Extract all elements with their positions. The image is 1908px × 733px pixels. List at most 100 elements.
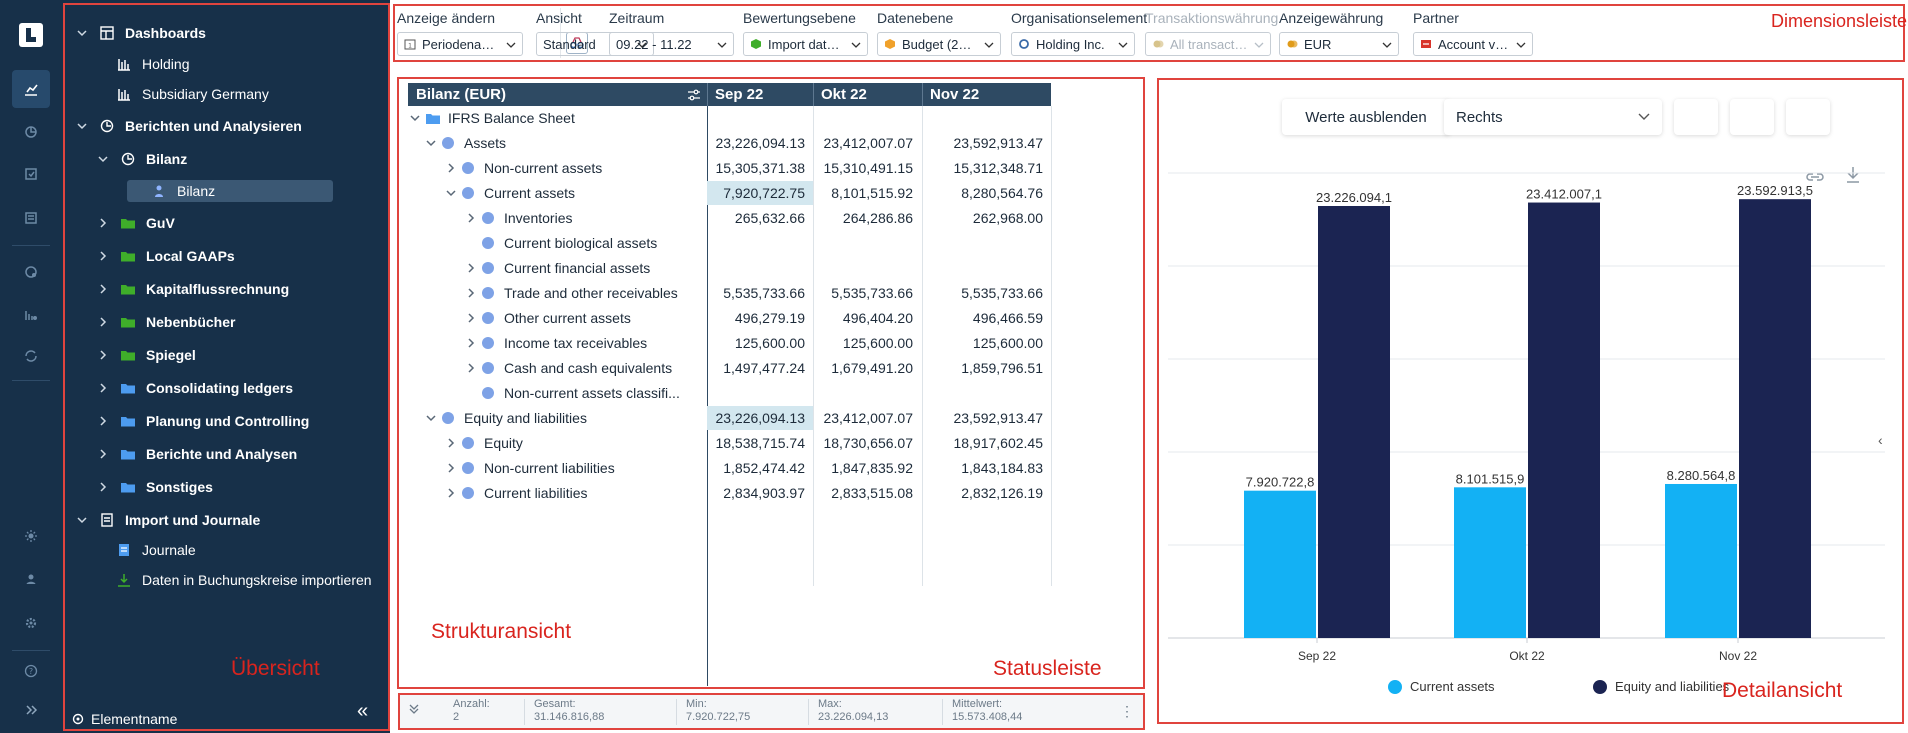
- chevron-right-icon[interactable]: [96, 449, 110, 459]
- table-cell[interactable]: 262,968.00: [972, 210, 1043, 226]
- chevron-right-icon[interactable]: [444, 488, 458, 498]
- nav-item[interactable]: Daten in Buchungskreise importieren: [116, 569, 372, 591]
- table-row[interactable]: Other current assets: [464, 306, 631, 330]
- table-cell[interactable]: [813, 256, 921, 280]
- chevron-right-icon[interactable]: [96, 284, 110, 294]
- table-cell[interactable]: 18,917,602.45: [953, 435, 1043, 451]
- bar[interactable]: [1244, 490, 1316, 638]
- table-cell[interactable]: [813, 106, 921, 130]
- table-cell[interactable]: 496,279.19: [734, 310, 805, 326]
- table-cell[interactable]: [707, 106, 813, 130]
- hide-values-button[interactable]: Werte ausblenden: [1282, 99, 1450, 135]
- bar[interactable]: [1454, 487, 1526, 638]
- nav-item[interactable]: Nebenbücher: [96, 311, 235, 333]
- table-row[interactable]: Assets: [424, 131, 506, 155]
- table-cell[interactable]: 8,280,564.76: [961, 185, 1043, 201]
- table-cell[interactable]: [922, 256, 1051, 280]
- dim-select[interactable]: Holding Inc.: [1011, 32, 1135, 56]
- chevron-right-icon[interactable]: [96, 350, 110, 360]
- table-cell[interactable]: 7,920,722.75: [707, 181, 813, 205]
- link-icon[interactable]: [1805, 170, 1825, 184]
- table-row[interactable]: Current financial assets: [464, 256, 650, 280]
- rail-user-icon[interactable]: [12, 560, 50, 598]
- table-cell[interactable]: 2,834,903.97: [723, 485, 805, 501]
- legend-position-select[interactable]: Rechts: [1444, 99, 1662, 135]
- table-row[interactable]: Trade and other receivables: [464, 281, 678, 305]
- table-row[interactable]: Non-current assets: [444, 156, 602, 180]
- table-row[interactable]: Equity and liabilities: [424, 406, 587, 430]
- table-cell[interactable]: 23,226,094.13: [707, 406, 813, 430]
- element-name-footer[interactable]: Elementname: [71, 708, 177, 730]
- table-row[interactable]: IFRS Balance Sheet: [408, 106, 575, 130]
- chevron-right-icon[interactable]: [464, 213, 478, 223]
- table-row[interactable]: Current assets: [444, 181, 575, 205]
- chevron-right-icon[interactable]: [96, 218, 110, 228]
- column-header[interactable]: Sep 22: [715, 86, 764, 103]
- dim-select[interactable]: Standard: [536, 32, 654, 56]
- rail-gear-icon[interactable]: [12, 604, 50, 642]
- table-cell[interactable]: 2,833,515.08: [831, 485, 913, 501]
- bar[interactable]: [1318, 205, 1390, 638]
- table-cell[interactable]: 15,312,348.71: [953, 160, 1043, 176]
- legend-label[interactable]: Current assets: [1410, 679, 1495, 694]
- nav-item[interactable]: Local GAAPs: [96, 245, 235, 267]
- rail-reports-icon[interactable]: [12, 70, 50, 108]
- legend-marker[interactable]: [1388, 680, 1402, 694]
- chart-type-button-1[interactable]: [1674, 99, 1718, 135]
- table-cell[interactable]: [922, 381, 1051, 405]
- nav-item[interactable]: Berichte und Analysen: [96, 443, 297, 465]
- bar[interactable]: [1528, 202, 1600, 638]
- table-cell[interactable]: 23,592,913.47: [953, 135, 1043, 151]
- table-cell[interactable]: 125,600.00: [842, 335, 913, 351]
- chevron-left-icon[interactable]: ‹: [1878, 432, 1883, 448]
- table-cell[interactable]: 5,535,733.66: [831, 285, 913, 301]
- nav-item[interactable]: Spiegel: [96, 344, 196, 366]
- column-header[interactable]: Nov 22: [930, 86, 980, 103]
- table-cell[interactable]: 18,538,715.74: [715, 435, 805, 451]
- nav-item[interactable]: GuV: [96, 212, 175, 234]
- chevron-down-icon[interactable]: [424, 139, 438, 147]
- nav-item[interactable]: Berichten und Analysieren: [75, 115, 302, 137]
- legend-marker[interactable]: [1593, 680, 1607, 694]
- rail-sync-icon[interactable]: [12, 337, 50, 375]
- rail-expand-icon[interactable]: [12, 691, 50, 729]
- table-cell[interactable]: 23,412,007.07: [823, 135, 913, 151]
- table-cell[interactable]: 1,843,184.83: [961, 460, 1043, 476]
- chart-type-button-3[interactable]: [1786, 99, 1830, 135]
- legend-label[interactable]: Equity and liabilities: [1615, 679, 1730, 694]
- table-cell[interactable]: 125,600.00: [972, 335, 1043, 351]
- table-cell[interactable]: [813, 381, 921, 405]
- dim-select[interactable]: Budget (2020...: [877, 32, 1001, 56]
- collapse-panel-button[interactable]: «: [357, 700, 369, 722]
- table-cell[interactable]: 18,730,656.07: [823, 435, 913, 451]
- chevron-down-icon[interactable]: [75, 29, 89, 37]
- nav-item[interactable]: Sonstiges: [96, 476, 213, 498]
- rail-help-icon[interactable]: ?: [12, 652, 50, 690]
- column-header[interactable]: Okt 22: [821, 86, 867, 103]
- expand-status-icon[interactable]: [408, 703, 420, 718]
- chevron-down-icon[interactable]: [75, 122, 89, 130]
- rail-tasks-icon[interactable]: [12, 155, 50, 193]
- table-cell[interactable]: [922, 231, 1051, 255]
- nav-item[interactable]: Holding: [116, 53, 189, 75]
- table-row[interactable]: Non-current assets classifi...: [464, 381, 680, 405]
- table-cell[interactable]: [707, 256, 813, 280]
- table-cell[interactable]: 496,466.59: [972, 310, 1043, 326]
- rail-consolidation-icon[interactable]: [12, 113, 50, 151]
- nav-item[interactable]: Planung und Controlling: [96, 410, 309, 432]
- table-cell[interactable]: [813, 231, 921, 255]
- table-cell[interactable]: 1,497,477.24: [723, 360, 805, 376]
- chevron-right-icon[interactable]: [96, 416, 110, 426]
- nav-item[interactable]: Kapitalflussrechnung: [96, 278, 289, 300]
- table-cell[interactable]: [922, 106, 1051, 130]
- table-cell[interactable]: 1,847,835.92: [831, 460, 913, 476]
- nav-item[interactable]: Bilanz: [127, 180, 333, 202]
- table-row[interactable]: Equity: [444, 431, 523, 455]
- rail-settings-gauge-icon[interactable]: [12, 253, 50, 291]
- table-row[interactable]: Current biological assets: [464, 231, 657, 255]
- chevron-right-icon[interactable]: [464, 313, 478, 323]
- table-cell[interactable]: 8,101,515.92: [831, 185, 913, 201]
- nav-item[interactable]: Journale: [116, 539, 196, 561]
- table-cell[interactable]: 264,286.86: [842, 210, 913, 226]
- table-cell[interactable]: [707, 381, 813, 405]
